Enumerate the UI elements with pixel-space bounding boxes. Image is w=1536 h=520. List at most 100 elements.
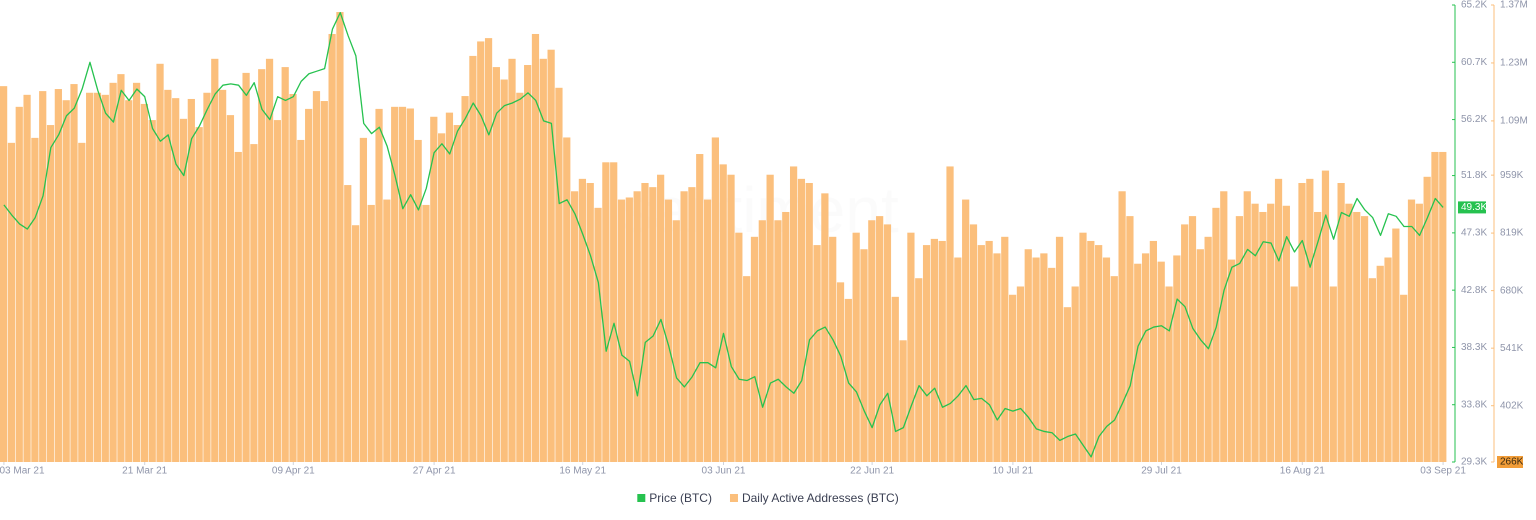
- x-tick-label: 21 Mar 21: [122, 466, 167, 477]
- bar: [305, 108, 313, 462]
- bar: [1063, 307, 1071, 462]
- bar: [438, 133, 446, 462]
- bar: [758, 220, 766, 462]
- bar: [1290, 286, 1298, 462]
- bar: [1032, 257, 1040, 462]
- bar: [1306, 178, 1314, 462]
- y-tick-label: 42.8K: [1461, 285, 1487, 296]
- bar: [985, 240, 993, 462]
- y2-tick-label: 819K: [1500, 228, 1524, 239]
- bar: [516, 92, 524, 462]
- bar: [727, 174, 735, 462]
- bar: [195, 127, 203, 462]
- bar: [1008, 294, 1017, 462]
- bar: [93, 92, 102, 462]
- bar: [1110, 276, 1118, 462]
- bar: [1204, 236, 1212, 462]
- bar: [226, 115, 235, 462]
- bar: [1141, 253, 1150, 462]
- bar: [836, 282, 845, 462]
- bar: [954, 257, 962, 462]
- y2-tick-label: 541K: [1500, 343, 1524, 354]
- bar: [1048, 267, 1056, 462]
- bar: [414, 139, 422, 463]
- bar: [265, 58, 274, 462]
- bar: [164, 89, 172, 462]
- bar: [1267, 203, 1275, 462]
- x-tick-label: 03 Sep 21: [1420, 466, 1466, 477]
- bar: [1220, 191, 1228, 463]
- bar: [336, 12, 344, 462]
- y-tick-label: 56.2K: [1461, 114, 1487, 125]
- bar: [617, 199, 626, 462]
- bar: [281, 67, 289, 462]
- bar-layer: [0, 12, 1447, 463]
- bar: [750, 236, 759, 462]
- legend-swatch: [637, 494, 646, 502]
- bar: [1087, 240, 1095, 462]
- bar: [1400, 294, 1408, 462]
- bar: [1282, 205, 1290, 463]
- bar: [602, 162, 610, 462]
- bar: [132, 82, 141, 463]
- bar: [524, 65, 532, 462]
- bar: [211, 58, 219, 462]
- bar: [946, 166, 954, 462]
- bar: [1259, 211, 1267, 462]
- bar: [140, 103, 149, 463]
- bar: [15, 106, 23, 463]
- bar: [359, 137, 368, 462]
- bar: [156, 63, 164, 463]
- bar: [398, 106, 407, 463]
- bar: [993, 253, 1001, 462]
- bar: [1212, 207, 1220, 462]
- bar: [688, 187, 696, 462]
- bar: [406, 108, 414, 463]
- bar: [1298, 182, 1306, 463]
- bar: [586, 182, 594, 463]
- bar: [1001, 236, 1009, 462]
- bar: [1368, 278, 1377, 462]
- y-tick-label: 38.3K: [1461, 342, 1487, 353]
- bar: [250, 144, 258, 462]
- y2-tick-label: 1.09M: [1500, 116, 1528, 127]
- bar: [696, 154, 704, 463]
- bar: [445, 112, 454, 463]
- bar: [570, 191, 579, 463]
- bar: [1423, 176, 1431, 463]
- bar: [805, 182, 813, 463]
- y-tick-label: 60.7K: [1461, 57, 1487, 68]
- bar: [578, 178, 587, 462]
- bar: [977, 245, 985, 462]
- bar: [547, 49, 555, 463]
- bar: [633, 191, 641, 463]
- bar: [969, 224, 978, 462]
- line-layer: [3, 11, 1444, 458]
- last-value-label: 49.3K: [1461, 202, 1487, 213]
- bar: [391, 106, 399, 463]
- bar: [782, 211, 790, 462]
- y-tick-label: 33.8K: [1461, 399, 1487, 410]
- bar: [876, 216, 884, 462]
- y2-tick-label: 402K: [1500, 400, 1524, 411]
- bar: [430, 116, 438, 463]
- bar: [735, 232, 743, 462]
- bar: [367, 204, 375, 462]
- y-tick-label: 29.3K: [1461, 457, 1487, 468]
- bar: [1079, 232, 1087, 462]
- bar: [289, 93, 297, 463]
- bar: [1392, 228, 1400, 462]
- bar: [477, 41, 485, 462]
- bar: [1102, 257, 1111, 462]
- bar: [1016, 286, 1025, 462]
- y2-tick-label: 1.23M: [1500, 58, 1528, 69]
- bar: [891, 296, 899, 462]
- bar: [852, 232, 860, 462]
- bar: [1329, 286, 1337, 462]
- bar: [375, 108, 383, 462]
- bar: [1149, 240, 1157, 462]
- x-tick-label: 29 Jul 21: [1141, 466, 1182, 477]
- bar: [1251, 203, 1259, 462]
